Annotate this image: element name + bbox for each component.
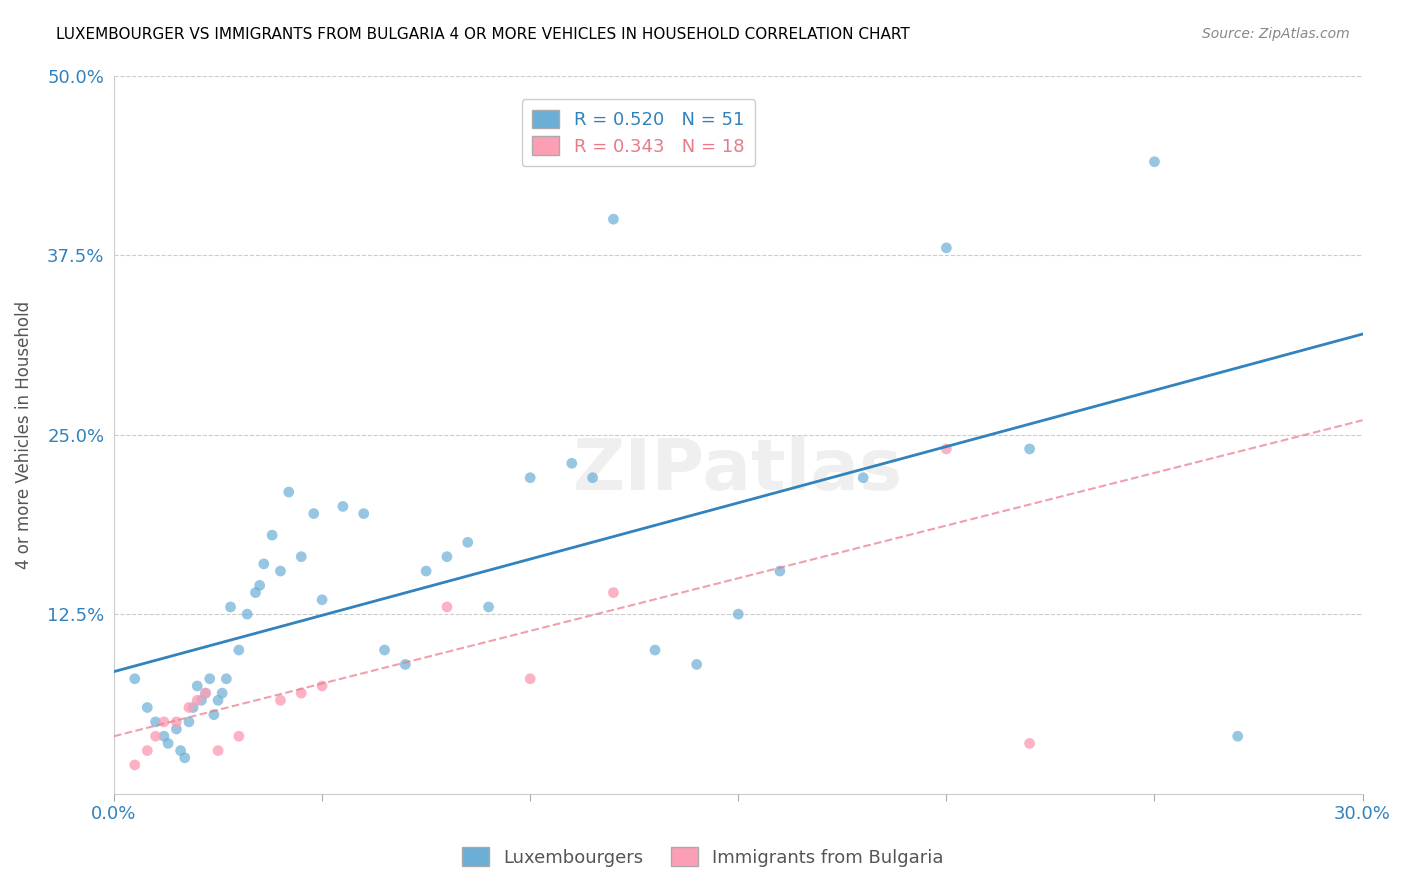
Point (353, 507, 375, 521)
Point (136, 743, 159, 757)
Point (124, 758, 146, 772)
Point (269, 564, 291, 578)
Point (169, 743, 191, 757)
Point (211, 686, 233, 700)
Point (207, 693, 229, 707)
Point (602, 585, 624, 599)
Point (177, 700, 200, 714)
Point (852, 471, 875, 485)
Point (181, 700, 204, 714)
Point (153, 714, 176, 729)
Point (186, 693, 208, 707)
Point (262, 528, 284, 542)
Point (173, 751, 195, 765)
Point (219, 599, 242, 614)
Point (311, 592, 333, 607)
Point (685, 657, 707, 672)
Point (145, 714, 167, 729)
Point (519, 471, 541, 485)
Point (935, 442, 957, 456)
Point (245, 585, 267, 599)
Point (1143, 154, 1166, 169)
Point (269, 693, 291, 707)
Legend: R = 0.520   N = 51, R = 0.343   N = 18: R = 0.520 N = 51, R = 0.343 N = 18 (522, 99, 755, 167)
Point (290, 549, 312, 564)
Text: ZIPatlas: ZIPatlas (574, 436, 903, 505)
Point (249, 578, 271, 592)
Point (1226, 729, 1249, 743)
Legend: Luxembourgers, Immigrants from Bulgaria: Luxembourgers, Immigrants from Bulgaria (456, 840, 950, 874)
Point (290, 686, 312, 700)
Point (394, 657, 416, 672)
Point (228, 729, 250, 743)
Point (190, 693, 212, 707)
Point (1018, 442, 1040, 456)
Point (436, 599, 458, 614)
Point (373, 643, 395, 657)
Point (124, 672, 146, 686)
Point (436, 549, 458, 564)
Point (236, 607, 259, 621)
Point (215, 672, 238, 686)
Point (165, 714, 187, 729)
Point (561, 456, 583, 470)
Point (415, 564, 437, 578)
Point (727, 607, 749, 621)
Point (602, 212, 624, 227)
Point (253, 557, 276, 571)
Text: LUXEMBOURGER VS IMMIGRANTS FROM BULGARIA 4 OR MORE VEHICLES IN HOUSEHOLD CORRELA: LUXEMBOURGER VS IMMIGRANTS FROM BULGARIA… (56, 27, 910, 42)
Point (145, 729, 167, 743)
Point (165, 722, 187, 736)
Point (228, 643, 250, 657)
Y-axis label: 4 or more Vehicles in Household: 4 or more Vehicles in Household (15, 301, 32, 569)
Point (581, 471, 603, 485)
Point (644, 643, 666, 657)
Point (769, 564, 792, 578)
Point (519, 672, 541, 686)
Point (136, 700, 159, 714)
Point (332, 500, 354, 514)
Point (194, 686, 217, 700)
Point (302, 507, 325, 521)
Point (157, 736, 180, 750)
Point (177, 714, 200, 729)
Point (935, 241, 957, 255)
Point (277, 485, 299, 500)
Point (153, 729, 176, 743)
Point (457, 535, 479, 549)
Point (207, 743, 229, 757)
Point (194, 686, 217, 700)
Point (477, 599, 499, 614)
Text: Source: ZipAtlas.com: Source: ZipAtlas.com (1202, 27, 1350, 41)
Point (186, 679, 208, 693)
Point (202, 707, 225, 722)
Point (198, 672, 221, 686)
Point (1018, 736, 1040, 750)
Point (311, 679, 333, 693)
